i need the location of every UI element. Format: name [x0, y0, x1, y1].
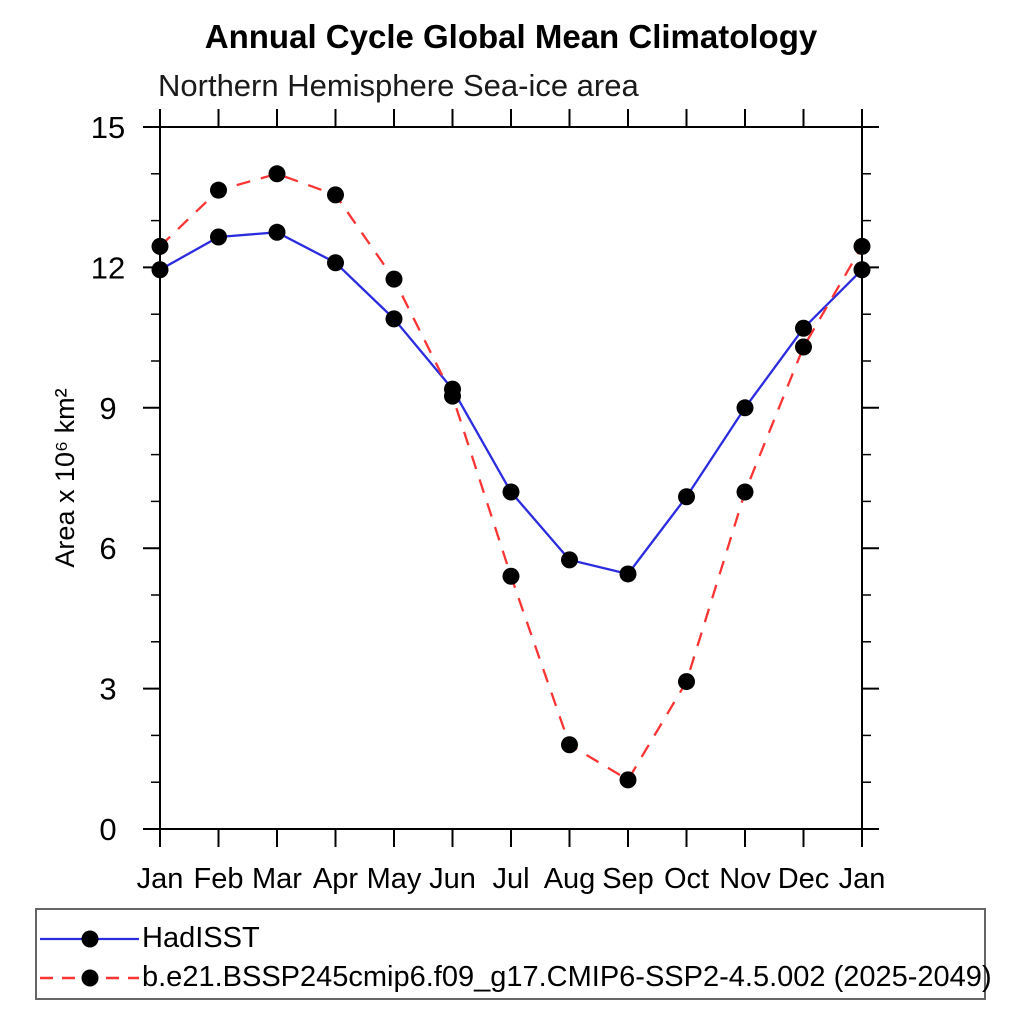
data-point-marker	[268, 223, 286, 241]
data-point-marker	[502, 567, 520, 585]
data-point-marker	[327, 186, 344, 204]
data-point-marker	[853, 261, 871, 279]
legend-line-sample-solid	[40, 930, 139, 947]
x-axis: Jan Feb Mar Apr May Jun Jul Aug Sep Oct Nov Dec Jan	[137, 109, 886, 895]
series-markers	[151, 165, 871, 789]
data-point-marker	[853, 237, 871, 255]
legend-entry-model: b.e21.BSSP245cmip6.f09_g17.CMIP6-SSP2-4.…	[37, 958, 992, 997]
data-point-marker	[795, 338, 812, 356]
x-tick-label: Mar	[252, 863, 302, 895]
data-point-marker	[151, 261, 169, 279]
x-tick-label: Jan	[137, 863, 184, 895]
data-point-marker	[619, 565, 637, 583]
y-axis: 0 3 6 9 12 15	[91, 110, 879, 847]
y-tick-label: 9	[99, 391, 116, 426]
legend-box: HadISST b.e21.BSSP245cmip6.f09_g17.CMIP6…	[35, 908, 992, 1000]
x-tick-label: Jul	[492, 863, 529, 895]
x-tick-label: Jan	[839, 863, 886, 895]
x-tick-label: Oct	[664, 863, 709, 895]
legend-entry-label: b.e21.BSSP245cmip6.f09_g17.CMIP6-SSP2-4.…	[142, 961, 992, 993]
chart-title: Annual Cycle Global Mean Climatology	[204, 18, 818, 55]
y-tick-label: 15	[91, 110, 125, 145]
x-tick-label: Jun	[429, 863, 476, 895]
data-point-marker	[210, 181, 227, 199]
x-tick-label: May	[367, 863, 422, 895]
x-tick-label: Dec	[778, 863, 830, 895]
data-point-marker	[736, 483, 754, 501]
data-point-marker	[502, 483, 520, 501]
data-point-marker	[619, 771, 637, 789]
data-point-marker	[327, 254, 344, 272]
legend-entry-hadisst: HadISST	[37, 919, 984, 958]
data-point-marker	[795, 319, 812, 337]
data-point-marker	[444, 387, 461, 405]
data-point-marker	[561, 736, 578, 754]
legend-line-sample-dashed	[40, 969, 139, 986]
data-point-marker	[678, 673, 695, 691]
data-point-marker	[385, 310, 403, 328]
series-b-e21-bssp245cmip6-f09-g17-cmi	[159, 172, 863, 782]
y-tick-label: 3	[99, 672, 116, 707]
x-tick-label: Aug	[544, 863, 596, 895]
legend-entry-label: HadISST	[142, 922, 260, 954]
y-tick-label: 6	[99, 531, 116, 566]
data-point-marker	[561, 551, 578, 569]
chart-subtitle: Northern Hemisphere Sea-ice area	[158, 68, 639, 103]
x-tick-label: Feb	[194, 863, 244, 895]
x-tick-label: Apr	[313, 863, 358, 895]
y-tick-label: 12	[91, 250, 125, 285]
series-markers	[151, 223, 871, 583]
data-point-marker	[678, 488, 695, 506]
data-point-marker	[736, 399, 754, 417]
data-point-marker	[385, 270, 403, 288]
y-tick-label: 0	[99, 812, 116, 847]
x-tick-label: Nov	[719, 863, 771, 895]
data-point-marker	[268, 165, 286, 183]
data-point-marker	[210, 228, 227, 246]
data-point-marker	[151, 237, 169, 255]
x-tick-label: Sep	[602, 863, 654, 895]
y-axis-title: Area x 10⁶ km²	[50, 388, 80, 567]
series-hadisst	[159, 231, 863, 576]
